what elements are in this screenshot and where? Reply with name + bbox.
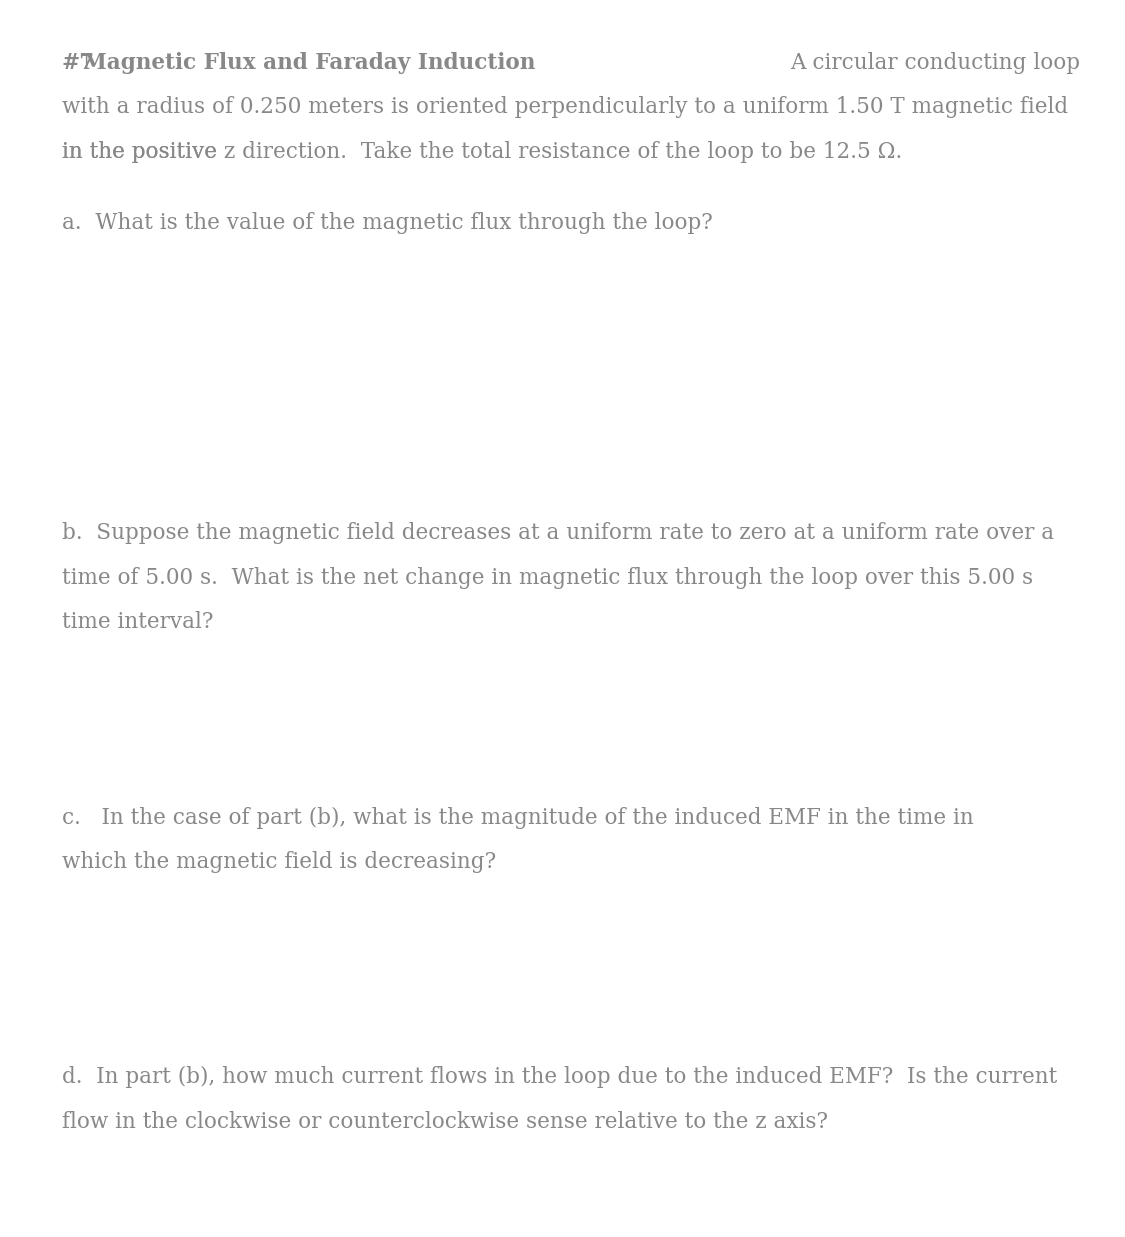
Text: flow in the clockwise or counterclockwise sense relative to the z axis?: flow in the clockwise or counterclockwis… (62, 1111, 828, 1133)
Text: b.  Suppose the magnetic field decreases at a uniform rate to zero at a uniform : b. Suppose the magnetic field decreases … (62, 522, 1054, 544)
Text: which the magnetic field is decreasing?: which the magnetic field is decreasing? (62, 851, 496, 873)
Text: with a radius of 0.250 meters is oriented perpendicularly to a uniform 1.50 T ma: with a radius of 0.250 meters is oriente… (62, 96, 1068, 119)
Text: A circular conducting loop: A circular conducting loop (790, 52, 1080, 74)
Text: time interval?: time interval? (62, 611, 214, 633)
Text: #7: #7 (62, 52, 94, 74)
Text: a.  What is the value of the magnetic flux through the loop?: a. What is the value of the magnetic flu… (62, 213, 712, 234)
Text: time of 5.00 s.  What is the net change in magnetic flux through the loop over t: time of 5.00 s. What is the net change i… (62, 567, 1033, 589)
Text: d.  In part (b), how much current flows in the loop due to the induced EMF?  Is : d. In part (b), how much current flows i… (62, 1066, 1058, 1089)
Text: Magnetic Flux and Faraday Induction: Magnetic Flux and Faraday Induction (68, 52, 534, 74)
Text: in the positive: in the positive (62, 141, 224, 163)
Text: c.   In the case of part (b), what is the magnitude of the induced EMF in the ti: c. In the case of part (b), what is the … (62, 807, 973, 829)
Text: in the positive z direction.  Take the total resistance of the loop to be 12.5 Ω: in the positive z direction. Take the to… (62, 141, 902, 163)
